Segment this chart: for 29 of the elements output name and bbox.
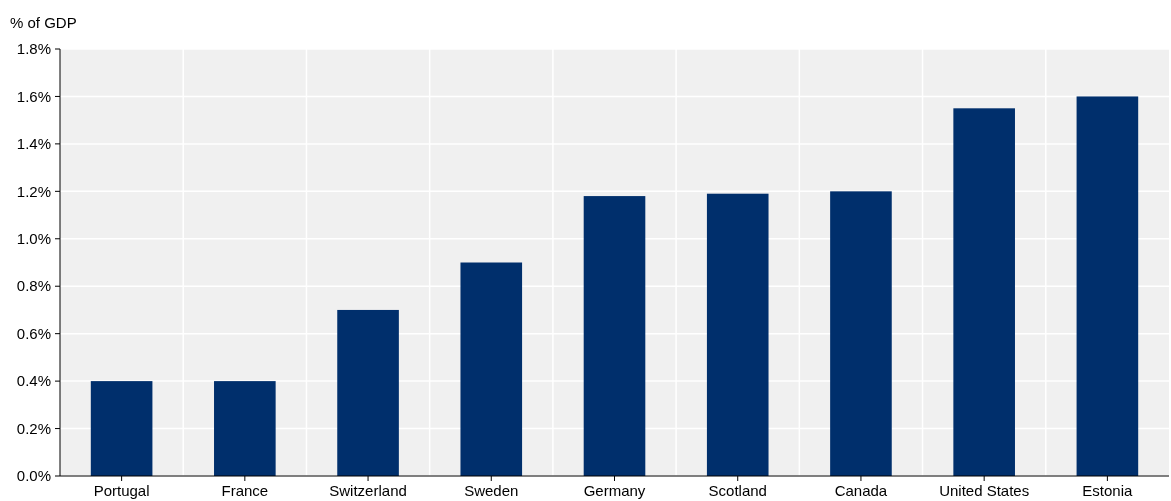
bar [90,381,153,476]
bar [953,108,1015,476]
y-tick-label: 0.6% [16,324,51,342]
bar [583,196,646,476]
x-tick-label: United States [939,482,1030,499]
x-tick-label: Sweden [464,482,519,499]
x-tick-label: France [221,482,269,499]
y-tick-label: 0.0% [16,467,51,485]
bar [214,381,276,476]
x-tick-label: Estonia [1082,482,1134,499]
y-tick-label: 1.0% [16,230,51,248]
x-tick-label: Germany [583,482,646,499]
y-tick-label: 0.8% [16,277,51,295]
bar [460,262,523,476]
y-tick-label: 0.4% [16,372,51,390]
bar [1076,96,1139,476]
y-tick-label: 0.2% [16,419,51,437]
y-axis-title: % of GDP [10,14,77,31]
y-tick-label: 1.6% [16,87,51,105]
x-tick-label: Portugal [93,482,150,499]
bar [830,191,892,476]
bar [706,193,769,476]
y-tick-label: 1.8% [16,40,51,58]
x-tick-label: Scotland [708,482,767,499]
y-tick-label: 1.4% [16,135,51,153]
bar [337,309,399,476]
y-tick-label: 1.2% [16,182,51,200]
x-tick-label: Canada [834,482,888,499]
x-tick-label: Switzerland [329,482,407,499]
